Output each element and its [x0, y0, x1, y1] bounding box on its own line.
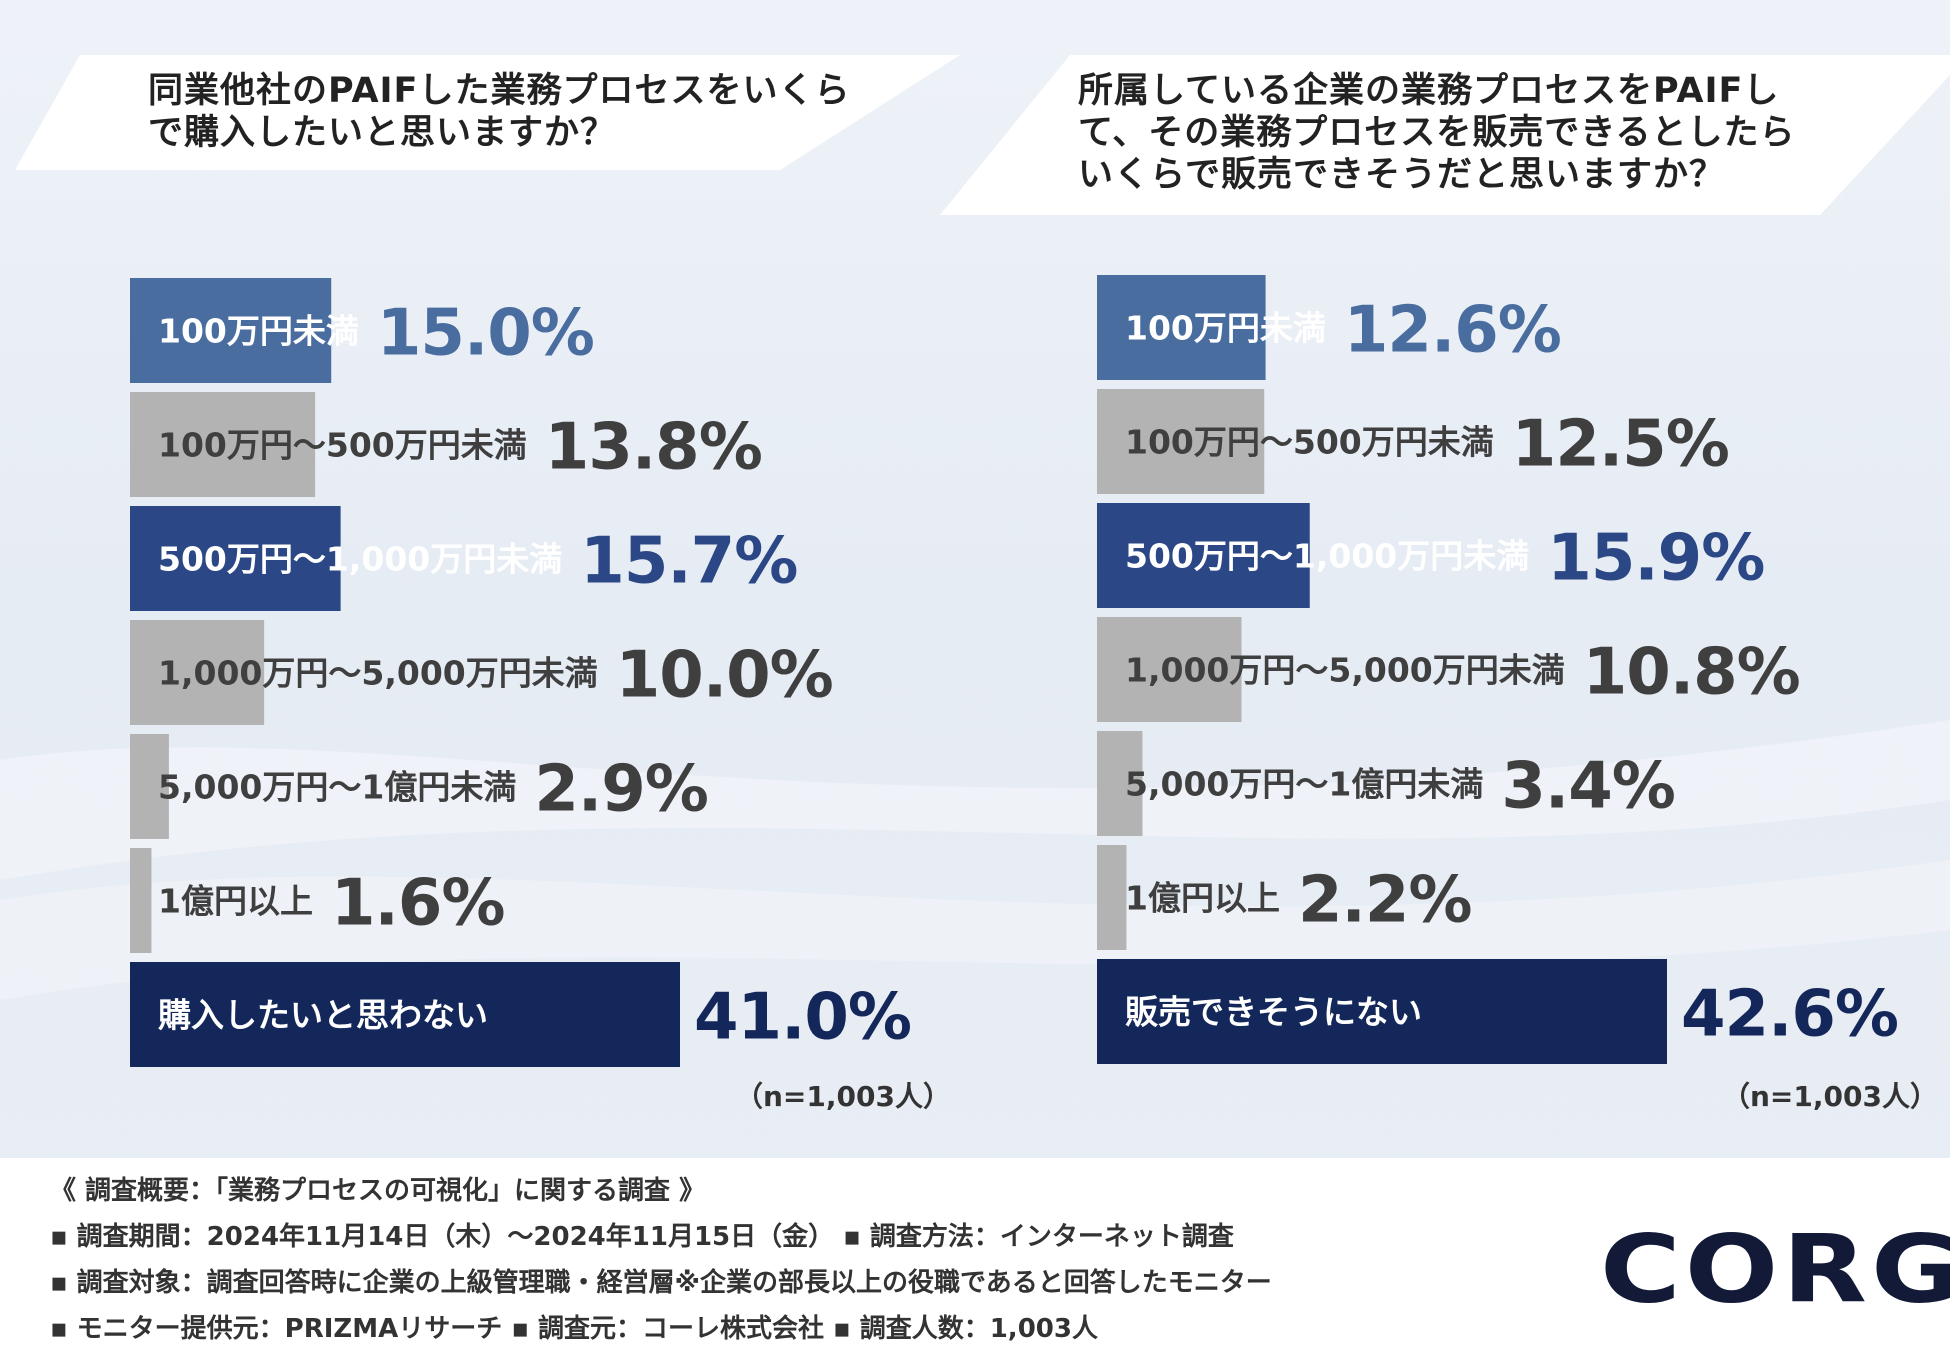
right-bar-value-6: 42.6%: [1681, 978, 1898, 1052]
right-bar-4: [1097, 731, 1143, 836]
right-bar-3: [1097, 617, 1242, 722]
survey-footer: 《 調査概要：「業務プロセスの可視化」に関する調査 》 ▪ 調査期間：2024年…: [0, 1158, 1950, 1350]
left-bar-label-1: 100万円〜500万円未満: [158, 426, 527, 465]
right-bar-1: [1097, 389, 1265, 494]
left-bar-value-2: 15.7%: [580, 525, 797, 599]
left-bar-value-6: 41.0%: [694, 981, 911, 1055]
left-bar-value-3: 10.0%: [616, 639, 833, 713]
left-bar-value-5: 1.6%: [331, 867, 505, 941]
left-bar-label-4: 5,000万円〜1億円未満: [158, 768, 516, 807]
footer-heading: 《 調査概要：「業務プロセスの可視化」に関する調査 》: [50, 1176, 706, 1206]
left-bar-value-1: 13.8%: [545, 411, 762, 485]
right-bar-value-0: 12.6%: [1344, 294, 1561, 368]
right-question-line-1: 所属している企業の業務プロセスをPAIFし: [1078, 71, 1780, 111]
right-bar-value-5: 2.2%: [1298, 864, 1472, 938]
right-bar-label-4: 5,000万円〜1億円未満: [1125, 765, 1483, 804]
right-bar-value-1: 12.5%: [1512, 408, 1729, 482]
right-question-line-3: いくらで販売できそうだと思いますか？: [1078, 155, 1725, 195]
footer-sources: ▪ モニター提供元：PRIZMAリサーチ ▪ 調査元：コーレ株式会社 ▪ 調査人…: [50, 1314, 1098, 1344]
left-bar-6: [130, 962, 680, 1067]
right-bar-0: [1097, 275, 1266, 380]
corg-logo: CORG: [1600, 1215, 1950, 1324]
right-question-title: 所属している企業の業務プロセスをPAIFし て、その業務プロセスを販売できるとし…: [1078, 70, 1796, 196]
left-bar-4: [130, 734, 169, 839]
right-sample-size-note: （n=1,003人）: [1722, 1080, 1938, 1113]
footer-target: ▪ 調査対象：調査回答時に企業の上級管理職・経営層※企業の部長以上の役職であると…: [50, 1268, 1272, 1298]
left-bar-value-0: 15.0%: [377, 297, 594, 371]
left-bar-chart: 100万円未満 15.0% 100万円〜500万円未満 13.8% 500万円〜1,00…: [130, 278, 912, 1067]
left-bar-label-6: 購入したいと思わない: [158, 996, 488, 1035]
left-bar-1: [130, 392, 316, 497]
right-bar-2: [1097, 503, 1310, 608]
left-bar-5: [130, 848, 152, 953]
left-question-band: [15, 55, 960, 170]
left-bar-2: [130, 506, 341, 611]
right-bar-value-3: 10.8%: [1583, 636, 1800, 710]
left-bar-0: [130, 278, 332, 383]
left-bar-label-0: 100万円未満: [158, 312, 359, 351]
right-bar-value-4: 3.4%: [1501, 750, 1675, 824]
right-bar-label-0: 100万円未満: [1125, 309, 1326, 348]
right-bar-label-1: 100万円〜500万円未満: [1125, 423, 1494, 462]
right-bar-label-2: 500万円〜1,000万円未満: [1125, 537, 1529, 576]
right-bar-value-2: 15.9%: [1547, 522, 1764, 596]
left-bar-3: [130, 620, 265, 725]
right-bar-6: [1097, 959, 1667, 1064]
left-question-line-1: 同業他社のPAIFした業務プロセスをいくら: [148, 71, 851, 111]
right-bar-chart: 100万円未満 12.6% 100万円〜500万円未満 12.5% 500万円〜1,00…: [1097, 275, 1899, 1064]
footer-period: ▪ 調査期間：2024年11月14日（木）〜2024年11月15日（金） ▪ 調…: [50, 1222, 1234, 1252]
right-bar-label-5: 1億円以上: [1125, 879, 1280, 918]
left-question-line-2: で購入したいと思いますか？: [148, 113, 617, 153]
left-sample-size-note: （n=1,003人）: [735, 1080, 951, 1113]
right-bar-label-3: 1,000万円〜5,000万円未満: [1125, 651, 1565, 690]
right-question-line-2: て、その業務プロセスを販売できるとしたら: [1078, 113, 1796, 153]
left-bar-label-5: 1億円以上: [158, 882, 313, 921]
left-bar-value-4: 2.9%: [534, 753, 708, 827]
right-bar-5: [1097, 845, 1127, 950]
left-bar-label-3: 1,000万円〜5,000万円未満: [158, 654, 598, 693]
left-bar-label-2: 500万円〜1,000万円未満: [158, 540, 562, 579]
right-bar-label-6: 販売できそうにない: [1125, 993, 1422, 1032]
left-question-title: 同業他社のPAIFした業務プロセスをいくら で購入したいと思いますか？: [148, 70, 850, 154]
right-question-band: [940, 55, 1950, 215]
